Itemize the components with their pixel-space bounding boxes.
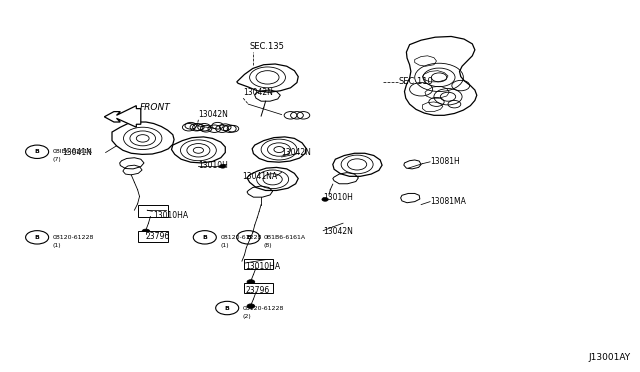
Text: 13042N: 13042N (243, 89, 273, 97)
Text: (1): (1) (52, 243, 61, 248)
FancyBboxPatch shape (138, 231, 168, 242)
Text: B: B (202, 235, 207, 240)
Polygon shape (104, 106, 141, 127)
FancyBboxPatch shape (244, 283, 273, 293)
Text: 08120-61228: 08120-61228 (243, 305, 284, 311)
Text: 23796: 23796 (146, 232, 170, 241)
Circle shape (247, 304, 255, 308)
Text: 23796: 23796 (245, 286, 269, 295)
Text: 13041N: 13041N (62, 148, 92, 157)
Text: B: B (35, 149, 40, 154)
Text: 08IB6-6161A: 08IB6-6161A (52, 149, 92, 154)
Text: 13081MA: 13081MA (430, 197, 466, 206)
FancyBboxPatch shape (244, 259, 273, 269)
Text: 13081H: 13081H (430, 157, 460, 166)
Circle shape (322, 198, 328, 201)
Text: (8): (8) (264, 243, 272, 248)
Text: (2): (2) (243, 314, 252, 319)
Text: (7): (7) (52, 157, 61, 163)
Text: SEC.110: SEC.110 (398, 77, 433, 86)
Text: 13042N: 13042N (282, 148, 312, 157)
Text: 08120-61228: 08120-61228 (52, 235, 94, 240)
Text: 13042N: 13042N (323, 227, 353, 236)
Text: 0B1B6-6161A: 0B1B6-6161A (264, 235, 306, 240)
Text: B: B (225, 305, 230, 311)
Text: 13010HA: 13010HA (154, 211, 189, 220)
Text: 08120-61228: 08120-61228 (220, 235, 262, 240)
Circle shape (220, 164, 226, 168)
Text: B: B (246, 235, 251, 240)
Text: SEC.135: SEC.135 (250, 42, 284, 51)
Text: 13010H: 13010H (198, 161, 228, 170)
Text: B: B (35, 235, 40, 240)
Text: FRONT: FRONT (140, 103, 170, 112)
Text: 13042N: 13042N (198, 110, 228, 119)
FancyBboxPatch shape (138, 205, 168, 217)
Text: 13010H: 13010H (323, 193, 353, 202)
Circle shape (142, 229, 150, 234)
Text: 13041NA: 13041NA (242, 172, 277, 181)
Circle shape (247, 280, 255, 284)
Text: 13010HA: 13010HA (245, 262, 280, 271)
Text: (1): (1) (220, 243, 228, 248)
Text: J13001AY: J13001AY (588, 353, 630, 362)
